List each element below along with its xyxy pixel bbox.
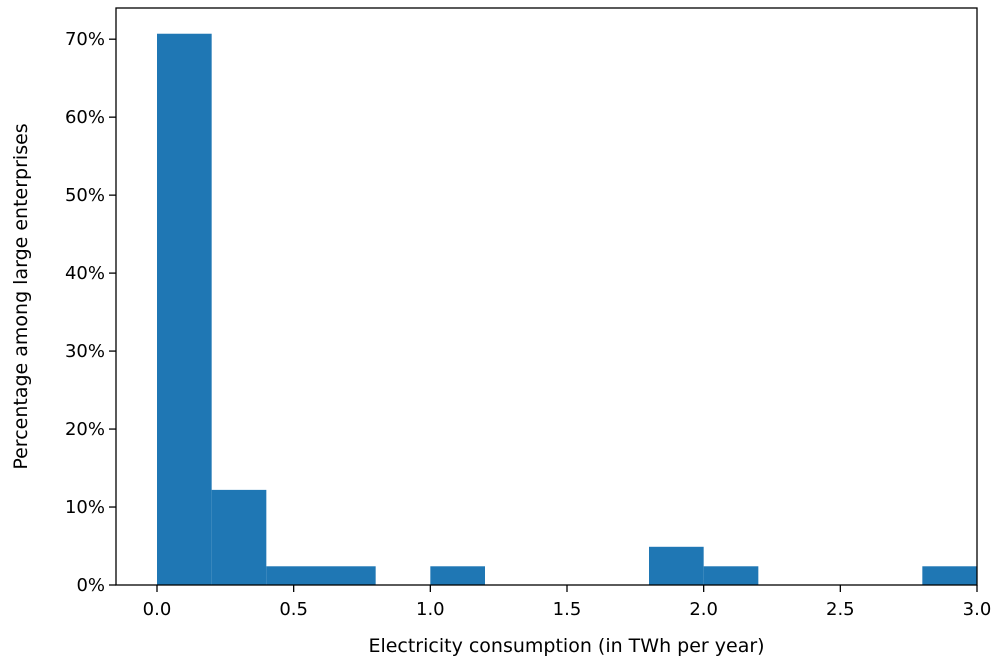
x-tick-label: 1.0 bbox=[416, 599, 445, 620]
y-tick-label: 70% bbox=[65, 29, 105, 50]
x-tick-label: 2.5 bbox=[826, 599, 855, 620]
x-axis-label: Electricity consumption (in TWh per year… bbox=[368, 635, 764, 657]
histogram-bar bbox=[430, 566, 485, 585]
y-tick-label: 60% bbox=[65, 107, 105, 128]
histogram-bar bbox=[321, 566, 376, 585]
histogram-bar bbox=[703, 566, 759, 585]
axes-group: 0.0 0.5 1.0 1.5 2.0 2.5 3.0 0% 10% 20% 30% 40% 50% 60… bbox=[65, 7, 992, 620]
y-axis-label: Percentage among large enterprises bbox=[10, 123, 32, 469]
y-tick-label: 50% bbox=[65, 185, 105, 206]
x-tick-label: 2.0 bbox=[689, 599, 718, 620]
histogram-bar bbox=[157, 33, 212, 585]
y-tick-label: 40% bbox=[65, 263, 105, 284]
plot-frame bbox=[115, 7, 978, 586]
y-tick-label: 0% bbox=[76, 575, 105, 596]
x-tick-label: 1.5 bbox=[553, 599, 582, 620]
histogram-bar bbox=[266, 566, 321, 585]
bars-group bbox=[157, 33, 977, 585]
y-tick-label: 30% bbox=[65, 341, 105, 362]
x-tick-label: 0.0 bbox=[143, 599, 172, 620]
x-tick-label: 0.5 bbox=[279, 599, 308, 620]
histogram-bar bbox=[211, 489, 267, 585]
y-tick-label: 10% bbox=[65, 497, 105, 518]
histogram-bar bbox=[922, 566, 977, 585]
x-tick-label: 3.0 bbox=[963, 599, 992, 620]
histogram-bar bbox=[649, 546, 704, 585]
y-tick-label: 20% bbox=[65, 419, 105, 440]
